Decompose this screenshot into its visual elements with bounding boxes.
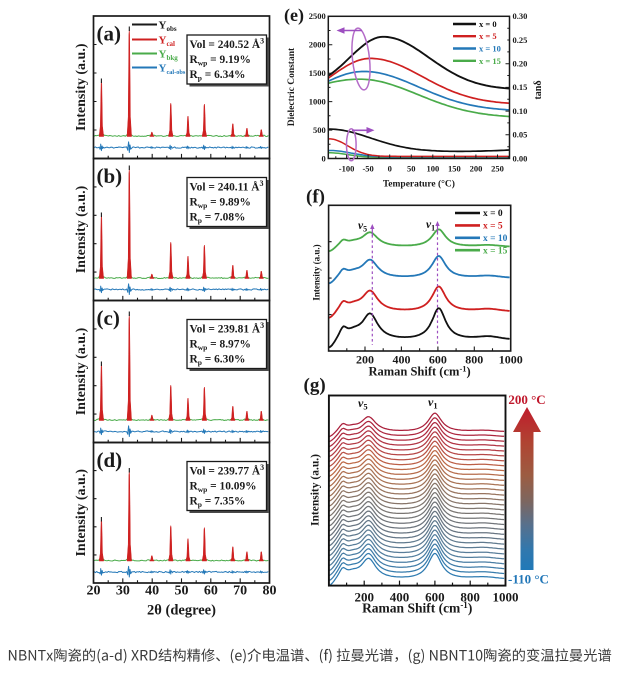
svg-text:-110 °C: -110 °C [508, 572, 549, 587]
svg-text:60: 60 [204, 584, 218, 599]
svg-text:Temperature (°C): Temperature (°C) [383, 179, 455, 190]
svg-text:-100: -100 [339, 164, 355, 174]
svg-text:0.05: 0.05 [513, 130, 528, 140]
svg-text:Vol = 239.81 Å3: Vol = 239.81 Å3 [190, 321, 265, 336]
svg-text:1000: 1000 [499, 353, 523, 367]
svg-text:x = 15: x = 15 [483, 246, 508, 256]
svg-text:Dielectric Constant: Dielectric Constant [287, 47, 297, 126]
svg-text:x = 10: x = 10 [483, 234, 508, 244]
svg-text:50: 50 [175, 584, 189, 599]
svg-text:800: 800 [465, 353, 483, 367]
svg-text:200: 200 [356, 353, 374, 367]
svg-text:(a): (a) [97, 22, 122, 46]
svg-text:400: 400 [392, 353, 410, 367]
svg-text:x = 10: x = 10 [479, 44, 501, 54]
svg-text:Rp = 7.35%: Rp = 7.35% [190, 496, 246, 510]
svg-text:0: 0 [388, 164, 392, 174]
svg-text:Intensity (a.u.): Intensity (a.u.) [74, 469, 89, 557]
svg-text:20: 20 [87, 584, 101, 599]
svg-text:0.25: 0.25 [513, 35, 528, 45]
svg-text:200: 200 [354, 590, 374, 605]
svg-text:30: 30 [116, 584, 130, 599]
svg-text:2000: 2000 [309, 40, 326, 50]
svg-text:x = 5: x = 5 [483, 222, 503, 232]
svg-text:250: 250 [491, 164, 504, 174]
svg-text:200: 200 [470, 164, 483, 174]
svg-text:Rp = 6.30%: Rp = 6.30% [190, 354, 246, 368]
svg-text:2500: 2500 [309, 11, 326, 21]
svg-text:150: 150 [448, 164, 461, 174]
svg-text:600: 600 [429, 353, 447, 367]
svg-text:0.20: 0.20 [513, 59, 528, 69]
svg-text:(d): (d) [97, 448, 123, 472]
svg-text:200 °C: 200 °C [508, 392, 545, 407]
svg-text:Raman Shift (cm-1): Raman Shift (cm-1) [368, 364, 470, 379]
svg-text:100: 100 [426, 164, 439, 174]
svg-text:70: 70 [233, 584, 247, 599]
svg-text:x = 5: x = 5 [479, 31, 497, 41]
svg-text:500: 500 [313, 125, 326, 135]
svg-text:x = 0: x = 0 [483, 209, 503, 219]
svg-text:(c): (c) [97, 306, 120, 330]
svg-text:Rp = 6.34%: Rp = 6.34% [190, 69, 246, 83]
svg-text:Intensity (a.u.): Intensity (a.u.) [312, 244, 322, 300]
svg-text:Vol = 239.77 Å3: Vol = 239.77 Å3 [190, 463, 265, 478]
svg-text:50: 50 [407, 164, 416, 174]
svg-text:(g): (g) [304, 375, 326, 396]
svg-text:ν1: ν1 [426, 219, 435, 233]
svg-text:0.10: 0.10 [513, 106, 528, 116]
svg-text:80: 80 [263, 584, 277, 599]
svg-text:0.15: 0.15 [513, 82, 528, 92]
svg-text:1500: 1500 [309, 68, 326, 78]
svg-text:x = 0: x = 0 [479, 19, 497, 29]
svg-text:600: 600 [425, 590, 445, 605]
svg-text:(e): (e) [284, 5, 304, 26]
svg-text:Intensity (a.u.): Intensity (a.u.) [74, 43, 89, 131]
svg-text:ν1: ν1 [428, 395, 438, 411]
svg-text:0.30: 0.30 [513, 11, 528, 21]
svg-text:x = 15: x = 15 [479, 56, 501, 66]
svg-text:(f): (f) [306, 187, 325, 208]
svg-text:40: 40 [145, 584, 159, 599]
svg-text:1000: 1000 [309, 96, 326, 106]
svg-text:800: 800 [460, 590, 480, 605]
svg-text:-50: -50 [362, 164, 373, 174]
svg-text:Vol = 240.52 Å3: Vol = 240.52 Å3 [190, 37, 265, 52]
svg-text:Rwp = 8.97%: Rwp = 8.97% [190, 339, 251, 353]
svg-text:Intensity (a.u.): Intensity (a.u.) [310, 454, 322, 526]
svg-text:Raman Shift (cm-1): Raman Shift (cm-1) [362, 600, 472, 616]
svg-text:(b): (b) [97, 164, 123, 188]
svg-text:400: 400 [390, 590, 410, 605]
svg-text:0: 0 [322, 153, 326, 163]
svg-text:ν5: ν5 [358, 396, 368, 412]
svg-text:1000: 1000 [493, 590, 519, 605]
svg-text:2θ (degree): 2θ (degree) [147, 603, 216, 619]
svg-text:Intensity (a.u.): Intensity (a.u.) [74, 327, 89, 415]
svg-text:Intensity (a.u.): Intensity (a.u.) [74, 185, 89, 273]
svg-text:Rp = 7.08%: Rp = 7.08% [190, 212, 246, 226]
svg-text:ν5: ν5 [358, 220, 367, 234]
svg-text:Vol = 240.11 Å3: Vol = 240.11 Å3 [190, 179, 264, 194]
svg-text:tanδ: tanδ [533, 80, 544, 99]
svg-text:0.00: 0.00 [513, 153, 528, 163]
